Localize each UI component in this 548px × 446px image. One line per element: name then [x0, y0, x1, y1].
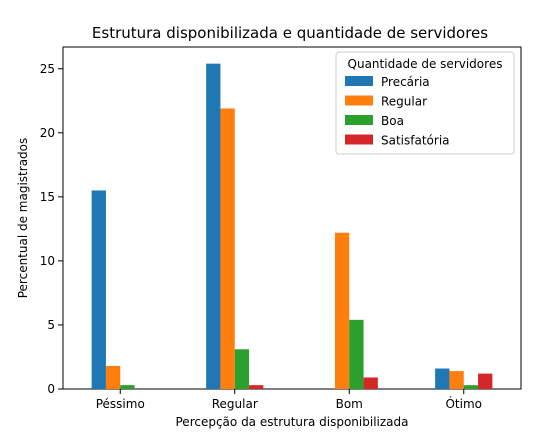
y-tick-label: 20 [40, 126, 55, 140]
bar-boa-pessimo [120, 385, 135, 389]
bar-satisfatoria-regular [249, 385, 264, 389]
bar-precaria-otimo [435, 368, 450, 389]
x-tick-label: Ótimo [445, 396, 482, 411]
bar-boa-regular [234, 349, 250, 389]
legend-swatch-regular [345, 95, 373, 106]
x-axis: Péssimo Regular Bom Ótimo [96, 389, 482, 411]
bar-regular-regular [220, 108, 235, 389]
bar-regular-bom [334, 232, 350, 389]
plot-frame [62, 46, 522, 390]
plot-area [62, 46, 522, 390]
y-tick-label: 10 [40, 254, 55, 268]
legend-box [335, 51, 515, 155]
bar-precaria-pessimo [91, 190, 106, 389]
legend-label-precaria: Precária [381, 75, 430, 89]
legend-swatch-precaria [345, 76, 373, 86]
chart-title: Estrutura disponibilizada e quantidade d… [92, 24, 488, 42]
legend-title: Quantidade de servidores [348, 57, 503, 71]
x-axis-label: Percepção da estrutura disponibilizada [176, 415, 409, 429]
bars [91, 63, 493, 390]
x-tick-label: Péssimo [96, 397, 145, 411]
y-tick-label: 25 [40, 62, 55, 76]
bar-boa-bom [349, 319, 364, 389]
bar-satisfatoria-bom [363, 377, 378, 389]
legend-swatch-boa [345, 115, 373, 125]
y-axis: 0 5 10 15 20 25 [40, 62, 63, 396]
bar-precaria-regular [206, 63, 221, 390]
x-tick-label: Regular [212, 397, 258, 411]
legend-label-regular: Regular [381, 95, 427, 109]
y-tick-label: 5 [47, 318, 55, 332]
y-tick-label: 15 [40, 190, 55, 204]
legend-label-satisfatoria: Satisfatória [381, 134, 450, 148]
legend: Quantidade de servidores Precária Regular… [335, 51, 515, 155]
legend-swatch-satisfatoria [345, 134, 373, 145]
bar-satisfatoria-otimo [478, 373, 493, 389]
legend-label-boa: Boa [381, 114, 404, 128]
y-tick-label: 0 [47, 382, 55, 396]
bar-regular-otimo [449, 371, 464, 389]
bar-boa-otimo [463, 385, 479, 389]
y-axis-label: Percentual de magistrados [16, 138, 30, 299]
x-tick-label: Bom [336, 397, 363, 411]
legend-items: Precária Regular Boa Satisfatória [345, 75, 450, 148]
bar-regular-pessimo [105, 365, 121, 389]
